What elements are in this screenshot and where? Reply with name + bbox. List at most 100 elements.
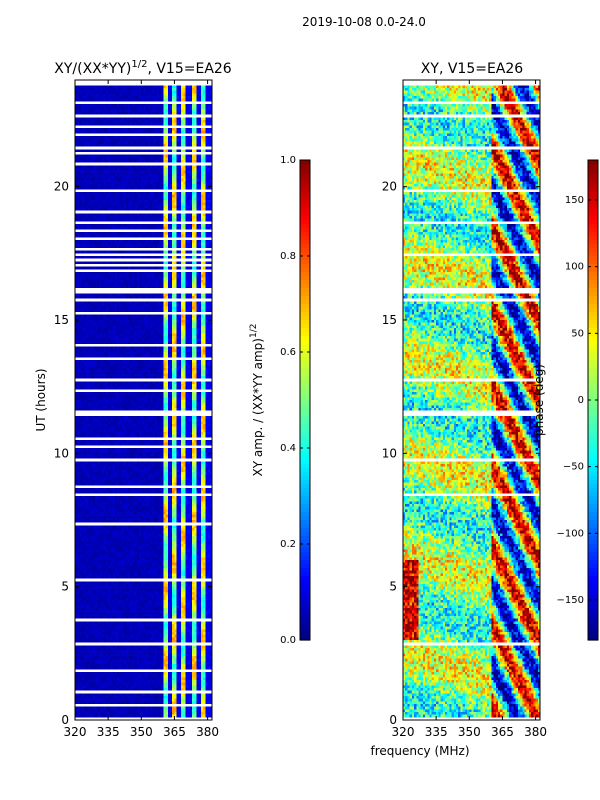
phase-colorbar-segment <box>588 444 598 449</box>
phase-colorbar-segment <box>588 440 598 445</box>
phase-y-tick-label: 0 <box>389 713 397 727</box>
phase-colorbar-tick-label: −100 <box>557 528 584 539</box>
phase-colorbar-segment <box>588 580 598 585</box>
phase-colorbar-segment <box>588 304 598 309</box>
amp-colorbar-segment <box>300 528 310 533</box>
phase-colorbar-segment <box>588 496 598 501</box>
amp-colorbar-segment <box>300 172 310 177</box>
amp-colorbar-segment <box>300 248 310 253</box>
phase-colorbar-segment <box>588 500 598 505</box>
amp-colorbar-segment <box>300 356 310 361</box>
amp-colorbar-segment <box>300 224 310 229</box>
amp-x-tick-label: 335 <box>97 725 120 739</box>
amp-colorbar-segment <box>300 400 310 405</box>
amp-colorbar-segment <box>300 196 310 201</box>
amp-colorbar-segment <box>300 284 310 289</box>
phase-colorbar-segment <box>588 508 598 513</box>
amp-colorbar-segment <box>300 160 310 165</box>
phase-colorbar-segment <box>588 532 598 537</box>
amp-colorbar-segment <box>300 216 310 221</box>
amp-colorbar-segment <box>300 332 310 337</box>
phase-colorbar-segment <box>588 464 598 469</box>
amp-colorbar-segment <box>300 388 310 393</box>
amp-colorbar-segment <box>300 200 310 205</box>
phase-colorbar-segment <box>588 452 598 457</box>
amp-colorbar-segment <box>300 212 310 217</box>
amp-x-tick-label: 320 <box>64 725 87 739</box>
phase-colorbar-segment <box>588 596 598 601</box>
phase-colorbar-segment <box>588 208 598 213</box>
amp-colorbar-segment <box>300 380 310 385</box>
phase-colorbar-segment <box>588 544 598 549</box>
phase-colorbar-segment <box>588 276 598 281</box>
amp-colorbar-tick-label: 0.6 <box>280 347 296 358</box>
phase-colorbar-segment <box>588 356 598 361</box>
amp-heatmap <box>75 80 212 720</box>
amp-colorbar-segment <box>300 636 310 641</box>
phase-colorbar-segment <box>588 476 598 481</box>
phase-colorbar-segment <box>588 600 598 605</box>
phase-colorbar-segment <box>588 228 598 233</box>
phase-colorbar-segment <box>588 424 598 429</box>
phase-colorbar-segment <box>588 164 598 169</box>
amp-y-tick-label: 20 <box>54 180 69 194</box>
phase-colorbar-segment <box>588 404 598 409</box>
phase-colorbar-segment <box>588 192 598 197</box>
amp-colorbar-segment <box>300 424 310 429</box>
phase-colorbar-segment <box>588 608 598 613</box>
phase-colorbar-segment <box>588 556 598 561</box>
phase-colorbar-segment <box>588 328 598 333</box>
phase-colorbar-segment <box>588 264 598 269</box>
phase-colorbar-segment <box>588 564 598 569</box>
phase-colorbar-segment <box>588 524 598 529</box>
phase-colorbar-segment <box>588 220 598 225</box>
amp-colorbar-segment <box>300 204 310 209</box>
amp-colorbar-segment <box>300 428 310 433</box>
amp-colorbar-segment <box>300 316 310 321</box>
phase-colorbar-segment <box>588 416 598 421</box>
amp-colorbar-segment <box>300 208 310 213</box>
phase-colorbar-tick-label: 0 <box>578 395 584 406</box>
phase-colorbar-tick-label: −50 <box>563 462 584 473</box>
phase-colorbar-segment <box>588 232 598 237</box>
phase-colorbar-segment <box>588 576 598 581</box>
amp-colorbar-segment <box>300 328 310 333</box>
phase-colorbar-segment <box>588 568 598 573</box>
amp-colorbar-segment <box>300 384 310 389</box>
panel-phase-title: XY, V15=EA26 <box>421 61 523 77</box>
amp-colorbar-segment <box>300 504 310 509</box>
phase-colorbar-segment <box>588 336 598 341</box>
phase-colorbar-segment <box>588 300 598 305</box>
phase-colorbar-segment <box>588 472 598 477</box>
amp-y-axis-label: UT (hours) <box>34 368 48 431</box>
phase-x-tick-label: 380 <box>524 725 547 739</box>
phase-colorbar-segment <box>588 352 598 357</box>
amp-colorbar-segment <box>300 324 310 329</box>
amp-colorbar-segment <box>300 288 310 293</box>
amp-colorbar-segment <box>300 336 310 341</box>
amp-y-tick-label: 5 <box>61 580 69 594</box>
phase-colorbar-segment <box>588 392 598 397</box>
phase-colorbar-segment <box>588 184 598 189</box>
amp-colorbar-tick-label: 0.2 <box>280 539 296 550</box>
amp-colorbar-segment <box>300 176 310 181</box>
amp-colorbar-segment <box>300 568 310 573</box>
phase-colorbar-segment <box>588 212 598 217</box>
phase-colorbar-segment <box>588 552 598 557</box>
amp-colorbar-segment <box>300 252 310 257</box>
amp-colorbar-segment <box>300 520 310 525</box>
amp-colorbar-segment <box>300 484 310 489</box>
phase-colorbar-segment <box>588 348 598 353</box>
amp-colorbar-segment <box>300 516 310 521</box>
amp-colorbar-segment <box>300 588 310 593</box>
amp-colorbar-segment <box>300 492 310 497</box>
phase-colorbar-segment <box>588 460 598 465</box>
amp-colorbar-segment <box>300 632 310 637</box>
amp-colorbar-segment <box>300 240 310 245</box>
amp-colorbar-tick-label: 0.0 <box>280 635 296 646</box>
amp-y-tick-label: 10 <box>54 446 69 460</box>
amp-colorbar-segment <box>300 184 310 189</box>
phase-colorbar-segment <box>588 168 598 173</box>
amp-colorbar-segment <box>300 268 310 273</box>
